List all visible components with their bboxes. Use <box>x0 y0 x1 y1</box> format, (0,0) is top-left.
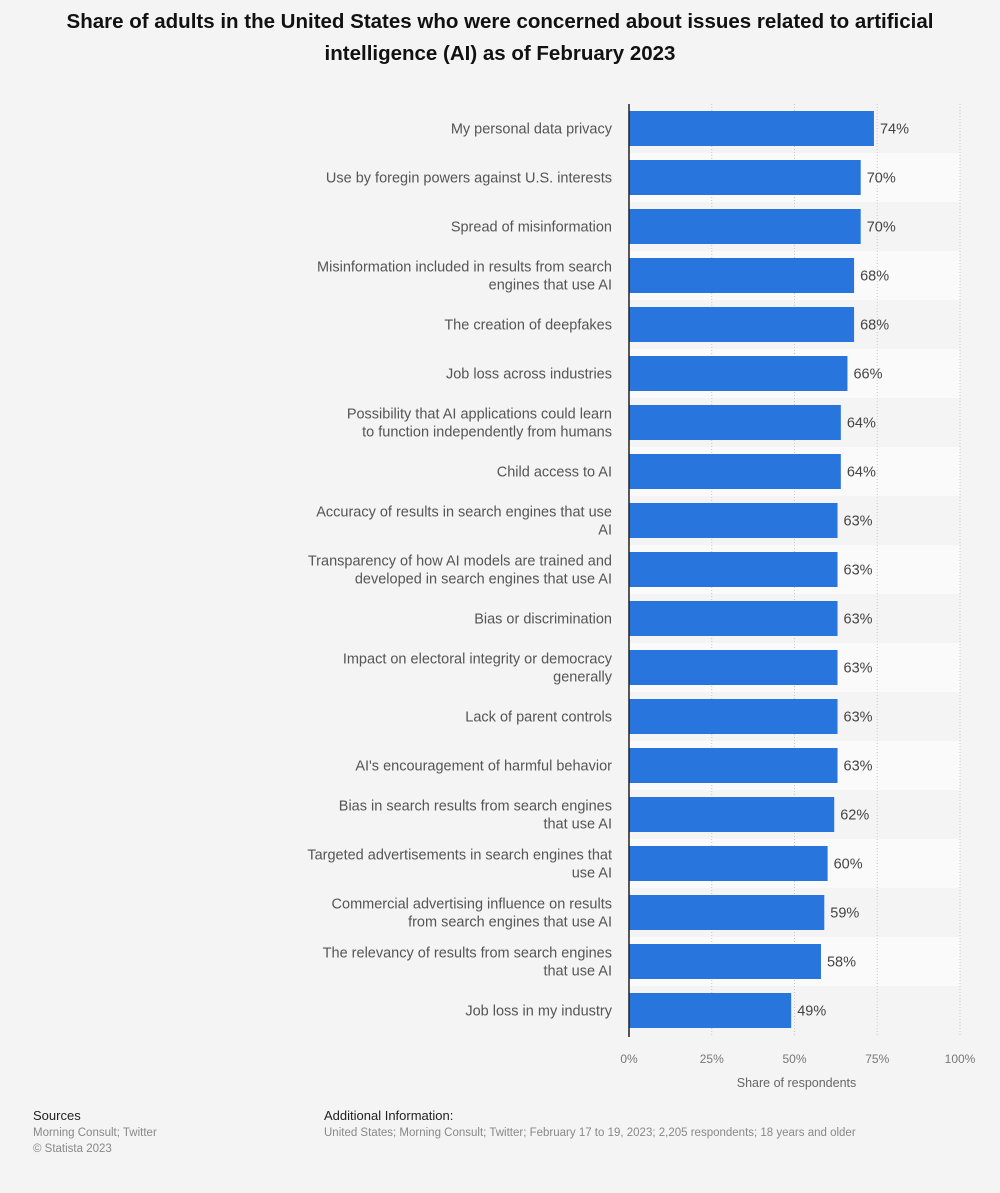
category-label: Misinformation included in results from … <box>317 260 612 294</box>
bar <box>629 846 828 881</box>
category-label: Job loss across industries <box>446 367 612 383</box>
bar <box>629 895 825 930</box>
category-label: Accuracy of results in search engines th… <box>316 505 612 539</box>
data-label: 68% <box>860 269 889 285</box>
sources-line-1: Morning Consult; Twitter <box>33 1127 157 1139</box>
category-label: Bias or discrimination <box>474 612 612 628</box>
category-label: Job loss in my industry <box>465 1004 612 1020</box>
data-label: 70% <box>867 171 896 187</box>
category-label: My personal data privacy <box>451 122 613 138</box>
bar <box>629 160 861 195</box>
bar-chart: 74% My personal data privacy 70% Use by for… <box>307 104 976 1090</box>
bar <box>629 111 874 146</box>
category-label: Lack of parent controls <box>465 710 612 726</box>
data-label: 63% <box>844 710 873 726</box>
x-tick-label: 100% <box>945 1052 976 1066</box>
data-label: 49% <box>797 1004 826 1020</box>
category-label: Bias in search results from search engin… <box>339 799 612 833</box>
category-label: Child access to AI <box>497 465 612 481</box>
bar <box>629 748 838 783</box>
category-label: The relevancy of results from search eng… <box>323 946 612 980</box>
data-label: 63% <box>844 661 873 677</box>
data-label: 62% <box>840 808 869 824</box>
data-label: 66% <box>853 367 882 383</box>
bar <box>629 552 838 587</box>
data-label: 63% <box>844 759 873 775</box>
data-label: 58% <box>827 955 856 971</box>
category-label: AI's encouragement of harmful behavior <box>355 759 612 775</box>
x-tick-label: 25% <box>700 1052 724 1066</box>
bar <box>629 601 838 636</box>
bar <box>629 944 821 979</box>
category-label: Spread of misinformation <box>451 220 612 236</box>
bar <box>629 405 841 440</box>
x-tick-label: 50% <box>782 1052 806 1066</box>
bar <box>629 258 855 293</box>
category-label: Transparency of how AI models are traine… <box>308 554 612 588</box>
category-label: Use by foregin powers against U.S. inter… <box>326 171 612 187</box>
data-label: 64% <box>847 416 876 432</box>
category-label: The creation of deepfakes <box>444 318 612 334</box>
bar <box>629 454 841 489</box>
bar <box>629 356 848 391</box>
category-label: Targeted advertisements in search engine… <box>307 848 612 882</box>
bar <box>629 307 855 342</box>
additional-info-text: United States; Morning Consult; Twitter;… <box>324 1127 856 1139</box>
data-label: 64% <box>847 465 876 481</box>
bar <box>629 699 838 734</box>
data-label: 63% <box>844 612 873 628</box>
x-axis-title: Share of respondents <box>737 1076 857 1090</box>
data-label: 63% <box>844 563 873 579</box>
x-tick-label: 0% <box>620 1052 638 1066</box>
x-tick-label: 75% <box>865 1052 889 1066</box>
sources-line-2: © Statista 2023 <box>33 1143 112 1155</box>
bar <box>629 503 838 538</box>
bar <box>629 650 838 685</box>
data-label: 74% <box>880 122 909 138</box>
chart-title: Share of adults in the United States who… <box>66 10 934 65</box>
data-label: 68% <box>860 318 889 334</box>
category-label: Possibility that AI applications could l… <box>347 407 612 441</box>
bar <box>629 797 835 832</box>
data-label: 59% <box>830 906 859 922</box>
data-label: 70% <box>867 220 896 236</box>
data-label: 63% <box>844 514 873 530</box>
category-label: Impact on electoral integrity or democra… <box>343 652 613 686</box>
additional-info-heading: Additional Information: <box>324 1108 454 1123</box>
category-label: Commercial advertising influence on resu… <box>332 897 612 931</box>
bar <box>629 209 861 244</box>
bar <box>629 993 792 1028</box>
data-label: 60% <box>834 857 863 873</box>
sources-heading: Sources <box>33 1108 81 1123</box>
